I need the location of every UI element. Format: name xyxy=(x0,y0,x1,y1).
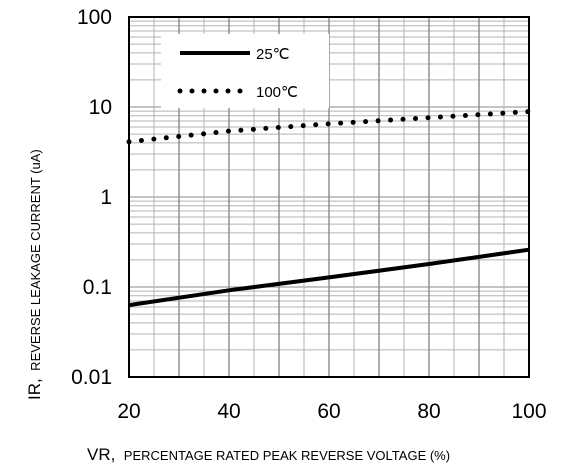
y-axis-label: IR, REVERSE LEAKAGE CURRENT (uA) xyxy=(25,149,44,400)
y-tick-label: 0.1 xyxy=(83,276,112,299)
x-tick-label: 20 xyxy=(117,400,140,423)
series-line-25c xyxy=(128,247,530,308)
y-axis-label-prefix: IR, xyxy=(25,378,44,400)
y-tick-label: 0.01 xyxy=(71,366,112,389)
y-tick-label: 10 xyxy=(89,96,112,119)
x-axis-label: VR, PERCENTAGE RATED PEAK REVERSE VOLTAG… xyxy=(87,445,450,464)
x-tick-label: 60 xyxy=(317,400,340,423)
x-tick-label: 40 xyxy=(217,400,240,423)
series-line-100c xyxy=(126,109,532,145)
x-tick-labels: 20 40 60 80 100 xyxy=(117,400,546,423)
y-tick-label: 1 xyxy=(100,186,112,209)
x-tick-label: 80 xyxy=(417,400,440,423)
legend-label-100c: 100℃ xyxy=(256,84,298,101)
legend-label-25c: 25℃ xyxy=(256,46,290,63)
series-layer xyxy=(126,109,532,308)
x-axis-label-rest: PERCENTAGE RATED PEAK REVERSE VOLTAGE (%… xyxy=(124,448,450,463)
x-axis-label-prefix: VR, xyxy=(87,445,115,464)
y-tick-labels: 0.01 0.1 1 10 100 xyxy=(71,6,112,389)
y-tick-label: 100 xyxy=(77,6,112,29)
legend-box xyxy=(161,34,329,108)
y-axis-label-rest: REVERSE LEAKAGE CURRENT (uA) xyxy=(28,149,43,371)
x-tick-label: 100 xyxy=(511,400,546,423)
plot-frame xyxy=(128,16,530,378)
legend: 25℃ 100℃ xyxy=(161,34,329,108)
